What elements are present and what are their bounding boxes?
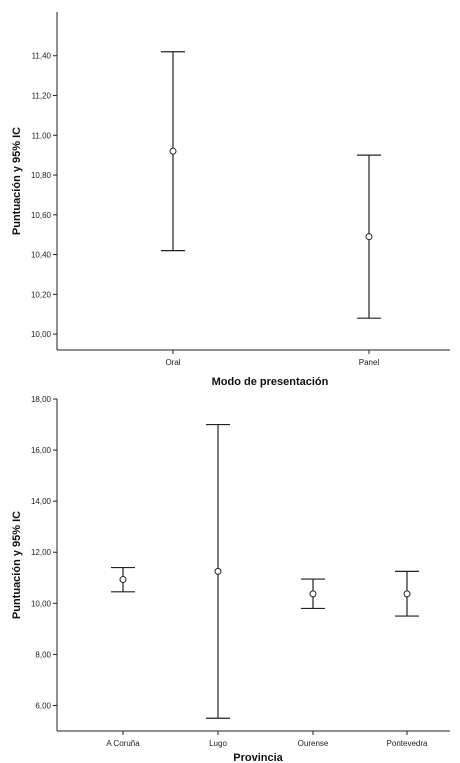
- x-tick-label: Panel: [359, 358, 380, 367]
- mean-point: [365, 233, 373, 241]
- x-axis-title: Modo de presentación: [212, 376, 329, 388]
- y-axis-title: Puntuación y 95% IC: [11, 511, 23, 619]
- mean-point: [309, 590, 317, 598]
- x-tick-label: A Coruña: [106, 739, 140, 748]
- y-tick-label: 10,80: [31, 171, 52, 180]
- chart-top: 10,00 10,20 10,40 10,60 10,80 11,00 11,20 11,40…: [11, 12, 450, 388]
- y-tick-label: 10,00: [31, 599, 52, 608]
- mean-point: [169, 147, 177, 155]
- mean-point: [403, 590, 411, 598]
- y-tick-label: 10,20: [31, 290, 52, 299]
- y-tick-label: 10,40: [31, 251, 52, 260]
- chart-bottom: 6,00 8,00 10,00 12,00 14,00 16,00 18,00 A Coru…: [11, 395, 450, 763]
- mean-point: [119, 576, 127, 584]
- y-tick-label: 16,00: [31, 446, 52, 455]
- mean-point: [214, 567, 222, 575]
- y-tick-label: 11,20: [32, 92, 52, 101]
- y-tick-label: 18,00: [31, 395, 52, 404]
- y-tick-label: 12,00: [31, 548, 52, 557]
- y-tick-label: 8,00: [35, 650, 51, 659]
- y-tick-label: 10,60: [31, 211, 52, 220]
- y-tick-label: 14,00: [31, 497, 52, 506]
- x-tick-label: Ourense: [298, 739, 329, 748]
- y-axis-title: Puntuación y 95% IC: [11, 127, 23, 235]
- y-tick-label: 10,00: [31, 330, 52, 339]
- x-tick-label: Oral: [165, 358, 180, 367]
- y-tick-label: 6,00: [35, 701, 51, 710]
- x-tick-label: Lugo: [209, 739, 227, 748]
- x-axis-title: Provincia: [233, 752, 283, 763]
- x-tick-label: Pontevedra: [387, 739, 428, 748]
- y-tick-label: 11,40: [32, 52, 52, 61]
- y-tick-label: 11,00: [32, 131, 52, 140]
